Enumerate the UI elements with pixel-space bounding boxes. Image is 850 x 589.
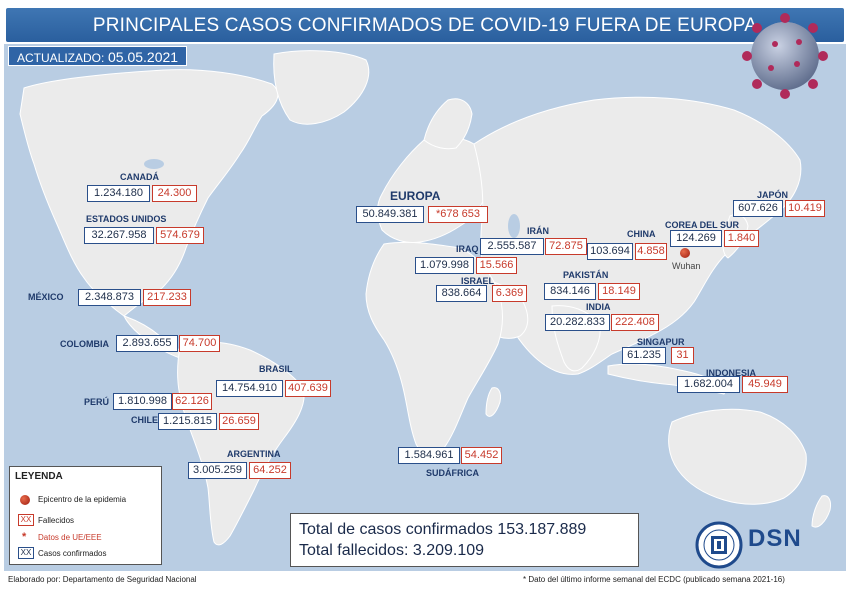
region-label-indonesia: INDONESIA — [706, 368, 757, 378]
caspian-sea — [508, 214, 520, 238]
total-deaths-label: Total fallecidos: — [299, 542, 409, 559]
deaths-box-europa: *678 653 — [428, 206, 488, 223]
confirmed-box-canada: 1.234.180 — [87, 185, 150, 202]
legend-title: LEYENDA — [15, 471, 63, 482]
region-label-japon: JAPÓN — [757, 190, 789, 200]
region-label-usa: ESTADOS UNIDOS — [86, 214, 167, 224]
confirmed-box-iraq: 1.079.998 — [415, 257, 474, 274]
region-label-iran: IRÁN — [527, 226, 549, 236]
landmass-new-zealand — [811, 495, 831, 528]
region-label-brasil: BRASIL — [259, 364, 293, 374]
region-label-singapur: SINGAPUR — [637, 337, 685, 347]
deaths-box-indonesia: 45.949 — [742, 376, 788, 393]
total-deaths-line: Total fallecidos: 3.209.109 — [299, 540, 630, 561]
landmass-scandinavia — [423, 98, 473, 150]
deaths-box-india: 222.408 — [611, 314, 659, 331]
region-label-china: CHINA — [627, 229, 656, 239]
updated-value: 05.05.2021 — [107, 49, 179, 65]
landmass-greenland — [273, 50, 370, 125]
legend-epicenter-text: Epicentro de la epidemia — [38, 495, 127, 504]
confirmed-box-usa: 32.267.958 — [84, 227, 154, 244]
deaths-box-singapur: 31 — [671, 347, 694, 364]
confirmed-box-japon: 607.626 — [733, 200, 783, 217]
landmass-africa — [365, 241, 503, 455]
deaths-box-usa: 574.679 — [156, 227, 204, 244]
deaths-box-israel: 6.369 — [492, 285, 527, 302]
great-lakes — [144, 159, 164, 169]
confirmed-box-colombia: 2.893.655 — [116, 335, 178, 352]
confirmed-box-argentina: 3.005.259 — [188, 462, 247, 479]
confirmed-box-pakistan: 834.146 — [544, 283, 596, 300]
region-label-chile: CHILE — [131, 415, 158, 425]
confirmed-box-brasil: 14.754.910 — [216, 380, 283, 397]
region-label-india: INDIA — [586, 302, 611, 312]
total-confirmed-label: Total de casos confirmados — [299, 521, 493, 538]
confirmed-box-mexico: 2.348.873 — [78, 289, 141, 306]
confirmed-box-chile: 1.215.815 — [158, 413, 217, 430]
confirmed-box-sudafrica: 1.584.961 — [398, 447, 460, 464]
title-bar: PRINCIPALES CASOS CONFIRMADOS DE COVID-1… — [6, 8, 844, 42]
deaths-box-peru: 62.126 — [172, 393, 212, 410]
confirmed-box-iran: 2.555.587 — [480, 238, 544, 255]
region-label-pakistan: PAKISTÁN — [563, 270, 609, 280]
legend: LEYENDA Epicentro de la epidemia XX Fall… — [9, 466, 162, 565]
region-label-israel: ISRAEL — [461, 276, 495, 286]
coronavirus-icon — [742, 13, 828, 99]
asterisk-icon: * — [22, 531, 27, 543]
region-label-peru: PERÚ — [84, 397, 110, 407]
confirmed-box-indonesia: 1.682.004 — [677, 376, 740, 393]
deaths-box-corea: 1.840 — [724, 230, 759, 247]
confirmed-box-china: 103.694 — [587, 243, 633, 260]
deaths-box-mexico: 217.233 — [143, 289, 191, 306]
updated-date-badge: ACTUALIZADO: 05.05.2021 — [8, 46, 188, 66]
region-label-mexico: MÉXICO — [28, 292, 64, 302]
confirmed-box-corea: 124.269 — [670, 230, 722, 247]
region-label-sudafrica: SUDÁFRICA — [426, 468, 479, 478]
wuhan-epicenter-marker — [680, 248, 690, 258]
region-label-argentina: ARGENTINA — [227, 449, 281, 459]
confirmed-box-singapur: 61.235 — [622, 347, 666, 364]
deaths-box-canada: 24.300 — [152, 185, 197, 202]
legend-eu-text: Datos de UE/EEE — [38, 533, 102, 542]
region-label-colombia: COLOMBIA — [60, 339, 109, 349]
total-confirmed-line: Total de casos confirmados 153.187.889 — [299, 519, 630, 540]
deaths-box-pakistan: 18.149 — [598, 283, 640, 300]
confirmed-box-peru: 1.810.998 — [113, 393, 172, 410]
region-label-corea: COREA DEL SUR — [665, 220, 740, 230]
page-title: PRINCIPALES CASOS CONFIRMADOS DE COVID-1… — [92, 15, 758, 36]
deaths-box-chile: 26.659 — [219, 413, 259, 430]
landmass-australia — [668, 408, 807, 505]
footer-note: * Dato del último informe semanal del EC… — [523, 575, 785, 584]
totals-panel: Total de casos confirmados 153.187.889 T… — [290, 513, 639, 567]
wuhan-label: Wuhan — [672, 261, 701, 271]
deaths-box-china: 4.858 — [635, 243, 667, 260]
confirmed-box-europa: 50.849.381 — [356, 206, 424, 223]
region-label-europa: EUROPA — [390, 189, 441, 203]
region-label-iraq: IRAQ — [456, 244, 479, 254]
total-confirmed-value: 153.187.889 — [497, 521, 587, 538]
footer-credit: Elaborado por: Departamento de Seguridad… — [8, 575, 197, 584]
updated-label: ACTUALIZADO: — [17, 51, 105, 65]
dsn-seal-logo — [695, 521, 743, 569]
landmass-madagascar — [485, 387, 501, 417]
deaths-box-iran: 72.875 — [545, 238, 587, 255]
confirmed-box-israel: 838.664 — [436, 285, 487, 302]
total-deaths-value: 3.209.109 — [412, 542, 485, 559]
deaths-box-japon: 10.419 — [785, 200, 825, 217]
deaths-box-brasil: 407.639 — [285, 380, 331, 397]
region-label-canada: CANADÁ — [120, 172, 159, 182]
deaths-box-argentina: 64.252 — [249, 462, 291, 479]
confirmed-box-icon: XX — [18, 547, 34, 559]
deaths-box-icon: XX — [18, 514, 34, 526]
legend-confirmed-text: Casos confirmados — [38, 549, 107, 558]
deaths-box-iraq: 15.566 — [476, 257, 517, 274]
deaths-box-colombia: 74.700 — [179, 335, 220, 352]
epicenter-dot-icon — [20, 495, 30, 505]
legend-deaths-text: Fallecidos — [38, 516, 75, 525]
dsn-logo-text: DSN — [748, 525, 802, 552]
deaths-box-sudafrica: 54.452 — [461, 447, 502, 464]
confirmed-box-india: 20.282.833 — [545, 314, 610, 331]
